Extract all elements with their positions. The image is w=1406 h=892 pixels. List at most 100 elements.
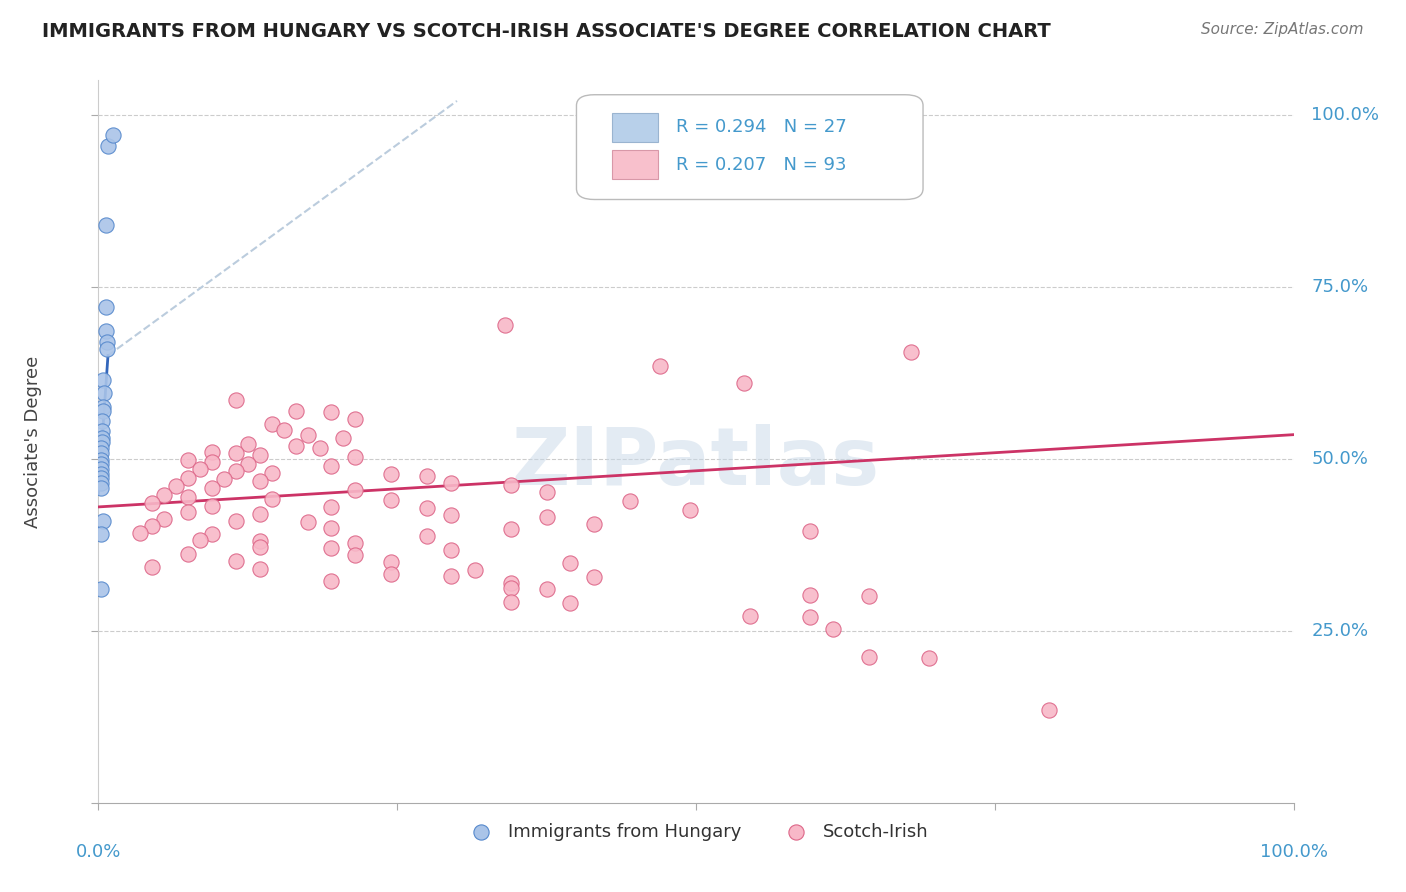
Point (141, 496, 163, 510)
Point (344, 450, 367, 465)
Text: ZIPatlas: ZIPatlas (512, 425, 880, 502)
Point (321, 541, 343, 556)
Point (188, 533, 211, 547)
Point (212, 472, 235, 486)
Point (94, 325, 117, 339)
Point (90, 475, 112, 490)
Point (321, 500, 343, 514)
Point (380, 567, 402, 582)
Point (201, 455, 224, 469)
Point (201, 499, 224, 513)
Point (464, 563, 486, 577)
Point (201, 481, 224, 495)
Point (260, 417, 283, 432)
Point (738, 608, 761, 623)
Point (94, 218, 117, 232)
Point (297, 427, 319, 442)
Point (225, 464, 247, 478)
Point (153, 512, 176, 526)
Point (236, 436, 259, 450)
Point (583, 517, 606, 532)
Point (823, 623, 845, 637)
Point (416, 501, 439, 516)
Point (679, 503, 702, 517)
Point (236, 457, 259, 471)
Point (91, 414, 114, 428)
Point (440, 542, 463, 557)
Point (94, 301, 117, 315)
Point (416, 529, 439, 543)
Text: 100.0%: 100.0% (1312, 105, 1379, 124)
Point (260, 491, 283, 506)
Point (90, 582, 112, 597)
Point (91, 424, 114, 438)
Text: 50.0%: 50.0% (1312, 450, 1368, 467)
Text: IMMIGRANTS FROM HUNGARY VS SCOTCH-IRISH ASSOCIATE'S DEGREE CORRELATION CHART: IMMIGRANTS FROM HUNGARY VS SCOTCH-IRISH … (42, 22, 1050, 41)
Point (344, 483, 367, 497)
Point (1038, 703, 1060, 717)
Point (249, 448, 271, 462)
Point (619, 494, 641, 508)
Point (583, 570, 606, 584)
Point (90, 471, 112, 485)
Point (416, 469, 439, 483)
Point (188, 462, 211, 476)
Point (129, 526, 152, 541)
Point (90, 453, 112, 467)
Point (225, 446, 247, 460)
Point (380, 467, 402, 481)
Point (284, 439, 307, 453)
Point (90, 442, 112, 456)
Point (101, 128, 124, 143)
Point (90, 481, 112, 495)
Point (380, 555, 402, 569)
Point (249, 507, 271, 521)
Point (536, 510, 558, 524)
Point (177, 505, 200, 519)
Point (494, 318, 516, 332)
Point (332, 431, 354, 445)
Point (799, 610, 821, 624)
Point (91, 431, 114, 445)
Point (648, 359, 672, 373)
Point (321, 520, 343, 534)
Point (284, 403, 307, 417)
Point (177, 453, 200, 467)
Text: 0.0%: 0.0% (76, 843, 121, 861)
Point (560, 557, 582, 571)
Point (225, 553, 247, 567)
Point (249, 562, 271, 576)
Point (90, 457, 112, 471)
Point (900, 345, 922, 359)
Point (249, 540, 271, 554)
Point (177, 547, 200, 561)
Point (90, 446, 112, 460)
Point (799, 588, 821, 602)
Point (177, 490, 200, 504)
Point (440, 508, 463, 523)
Point (91, 514, 114, 528)
Point (768, 125, 790, 139)
Point (93, 386, 115, 401)
Point (97, 138, 120, 153)
Point (90, 467, 112, 481)
Point (380, 493, 402, 508)
Point (918, 651, 941, 665)
Point (344, 548, 367, 562)
Point (90, 527, 112, 541)
Point (201, 527, 224, 541)
Point (141, 519, 163, 533)
Point (321, 458, 343, 473)
Text: Associate's Degree: Associate's Degree (24, 355, 42, 528)
Point (321, 574, 343, 589)
Point (273, 423, 295, 437)
Text: 75.0%: 75.0% (1312, 277, 1368, 296)
Point (90, 462, 112, 476)
Point (499, 581, 522, 595)
Point (91, 434, 114, 449)
Text: R = 0.207   N = 93: R = 0.207 N = 93 (676, 156, 846, 174)
Point (536, 582, 558, 597)
Point (440, 475, 463, 490)
Point (799, 524, 821, 538)
Point (153, 487, 176, 501)
